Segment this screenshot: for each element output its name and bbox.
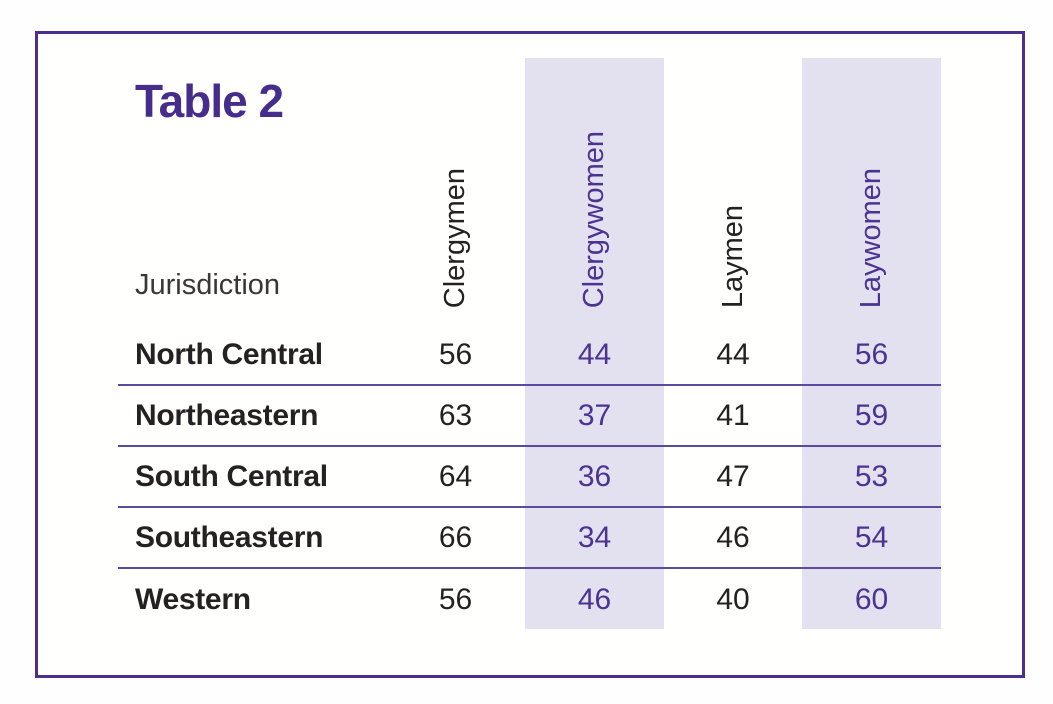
row-label: South Central <box>135 459 328 493</box>
cell-clergywomen: 37 <box>577 398 612 432</box>
cell-laymen: 41 <box>716 398 750 432</box>
table-row: North Central 56 44 44 56 <box>118 325 941 386</box>
cell-laywomen: 54 <box>854 520 889 554</box>
column-header-clergymen: Clergymen <box>386 58 525 310</box>
cell-clergywomen: 34 <box>577 520 612 554</box>
highlight-band-laywomen <box>802 58 941 629</box>
cell-laymen: 44 <box>716 337 750 371</box>
row-label: Western <box>135 582 251 616</box>
cell-laywomen: 60 <box>854 582 889 616</box>
column-header-clergywomen: Clergywomen <box>525 58 664 310</box>
table-body: North Central 56 44 44 56 Northeastern 6… <box>118 325 941 630</box>
cell-clergymen: 63 <box>438 398 473 432</box>
table-row: Northeastern 63 37 41 59 <box>118 386 941 447</box>
cell-clergywomen: 46 <box>577 582 612 616</box>
highlight-band-clergywomen <box>525 58 664 629</box>
table-frame: Table 2 Jurisdiction Clergymen Clergywom… <box>35 31 1025 678</box>
table-title: Table 2 <box>135 75 284 127</box>
cell-laymen: 46 <box>716 520 750 554</box>
column-header-laymen-label: Laymen <box>716 204 749 308</box>
cell-laywomen: 59 <box>854 398 889 432</box>
cell-clergymen: 56 <box>438 337 473 371</box>
cell-laywomen: 53 <box>854 459 889 493</box>
column-header-laywomen: Laywomen <box>802 58 941 310</box>
cell-laymen: 47 <box>716 459 750 493</box>
header-row: Jurisdiction Clergymen Clergywomen Layme… <box>118 58 941 310</box>
row-label: Northeastern <box>135 398 319 432</box>
column-header-jurisdiction: Jurisdiction <box>118 58 386 310</box>
cell-clergymen: 64 <box>438 459 473 493</box>
cell-clergymen: 56 <box>438 582 473 616</box>
column-header-jurisdiction-label: Jurisdiction <box>135 269 281 301</box>
column-header-laymen: Laymen <box>664 58 802 310</box>
cell-clergywomen: 36 <box>577 459 612 493</box>
column-header-laywomen-label: Laywomen <box>855 167 887 308</box>
table-row: Southeastern 66 34 46 54 <box>118 508 941 569</box>
table-row: Western 56 46 40 60 <box>118 569 941 630</box>
row-label: Southeastern <box>135 520 324 554</box>
cell-clergywomen: 44 <box>577 337 612 371</box>
column-header-clergymen-label: Clergymen <box>439 167 471 308</box>
cell-laymen: 40 <box>716 582 750 616</box>
cell-clergymen: 66 <box>438 520 473 554</box>
table-row: South Central 64 36 47 53 <box>118 447 941 508</box>
row-label: North Central <box>135 337 323 371</box>
column-header-clergywomen-label: Clergywomen <box>578 130 610 308</box>
cell-laywomen: 56 <box>854 337 889 371</box>
